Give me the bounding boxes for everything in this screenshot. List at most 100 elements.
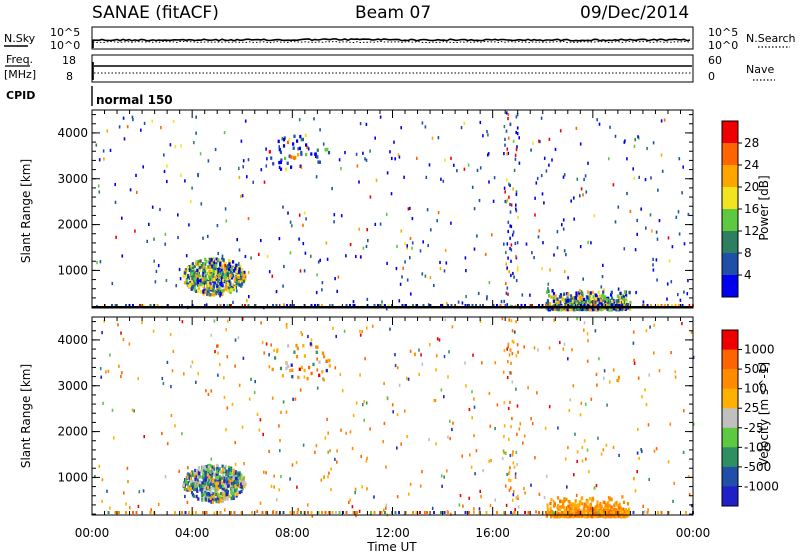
range-cell <box>534 456 536 460</box>
range-cell <box>236 474 239 478</box>
range-cell <box>201 494 204 498</box>
range-cell <box>530 483 532 487</box>
range-cell <box>573 217 575 221</box>
range-cell <box>220 476 223 480</box>
range-cell <box>583 502 586 506</box>
range-cell <box>306 145 309 150</box>
range-cell <box>595 307 598 312</box>
range-cell <box>142 489 145 493</box>
range-cell <box>234 483 237 488</box>
range-cell <box>509 183 511 187</box>
range-cell <box>621 507 624 512</box>
range-cell <box>191 479 194 483</box>
range-cell <box>583 505 586 509</box>
range-cell <box>595 293 598 298</box>
noise-right-tick-top: 10^5 <box>708 26 738 39</box>
range-cell <box>201 273 204 278</box>
range-cell <box>674 304 677 307</box>
range-cell <box>404 242 406 246</box>
range-cell <box>106 129 109 133</box>
range-cell <box>234 267 237 271</box>
range-cell <box>196 280 200 284</box>
range-cell <box>222 258 225 262</box>
range-cell <box>436 337 439 341</box>
range-cell <box>289 220 292 224</box>
range-cell <box>216 279 219 283</box>
range-cell <box>178 469 180 473</box>
range-cell <box>177 213 179 217</box>
range-cell <box>582 512 585 516</box>
range-cell <box>589 497 592 501</box>
range-cell <box>653 449 656 453</box>
range-cell <box>534 213 536 217</box>
range-cell <box>209 292 212 297</box>
range-cell <box>291 368 294 372</box>
range-cell <box>206 266 209 271</box>
range-cell <box>621 301 624 305</box>
range-cell <box>632 167 634 171</box>
range-cell <box>641 395 643 399</box>
range-cell <box>238 472 241 476</box>
range-cell <box>509 453 512 458</box>
range-cell <box>548 346 551 350</box>
range-cell <box>627 512 630 517</box>
range-cell <box>599 506 602 510</box>
range-cell <box>221 254 224 258</box>
range-cell <box>366 456 368 460</box>
range-cell <box>615 308 618 312</box>
range-cell <box>300 165 303 169</box>
range-cell <box>195 115 197 119</box>
range-cell <box>409 482 412 486</box>
range-cell <box>159 207 161 212</box>
range-cell <box>515 387 517 391</box>
range-cell <box>565 497 568 502</box>
range-cell <box>205 480 208 484</box>
x-tick-label: 00:00 <box>676 526 711 540</box>
range-cell <box>342 511 344 514</box>
range-cell <box>195 262 198 266</box>
range-cell <box>224 264 226 268</box>
range-cell <box>396 244 398 248</box>
range-cell <box>615 514 618 518</box>
range-cell <box>633 144 636 148</box>
range-cell <box>548 511 551 514</box>
range-cell <box>620 295 623 300</box>
range-cell <box>479 319 482 323</box>
y-tick-label: 3000 <box>57 172 88 186</box>
freq-panel-frame <box>91 54 694 83</box>
range-cell <box>157 502 160 506</box>
range-cell <box>660 153 663 157</box>
range-cell <box>400 229 403 233</box>
range-cell <box>210 475 213 479</box>
range-cell <box>514 330 516 334</box>
range-cell <box>219 292 222 296</box>
range-cell <box>282 205 284 209</box>
range-cell <box>193 474 196 478</box>
range-cell <box>219 469 222 474</box>
range-cell <box>185 281 189 285</box>
noise-sky-line <box>92 38 691 48</box>
range-cell <box>232 483 235 487</box>
range-cell <box>507 256 509 260</box>
range-cell <box>554 302 558 306</box>
range-cell <box>157 264 160 268</box>
range-cell <box>237 336 240 340</box>
range-cell <box>569 507 572 511</box>
noise-left-tick-bottom: 10^0 <box>50 39 80 52</box>
range-cell <box>268 449 270 454</box>
range-cell <box>208 465 211 470</box>
range-cell <box>170 413 173 418</box>
range-cell <box>341 389 344 393</box>
range-cell <box>489 503 492 507</box>
range-cell <box>508 478 510 482</box>
range-cell <box>509 371 511 375</box>
range-cell <box>601 294 604 298</box>
range-cell <box>623 290 626 294</box>
range-cell <box>488 391 491 395</box>
range-cell <box>588 503 591 507</box>
range-cell <box>334 366 337 370</box>
range-cell <box>207 159 210 163</box>
range-cell <box>424 125 427 129</box>
range-cell <box>405 511 407 514</box>
range-cell <box>183 271 186 275</box>
